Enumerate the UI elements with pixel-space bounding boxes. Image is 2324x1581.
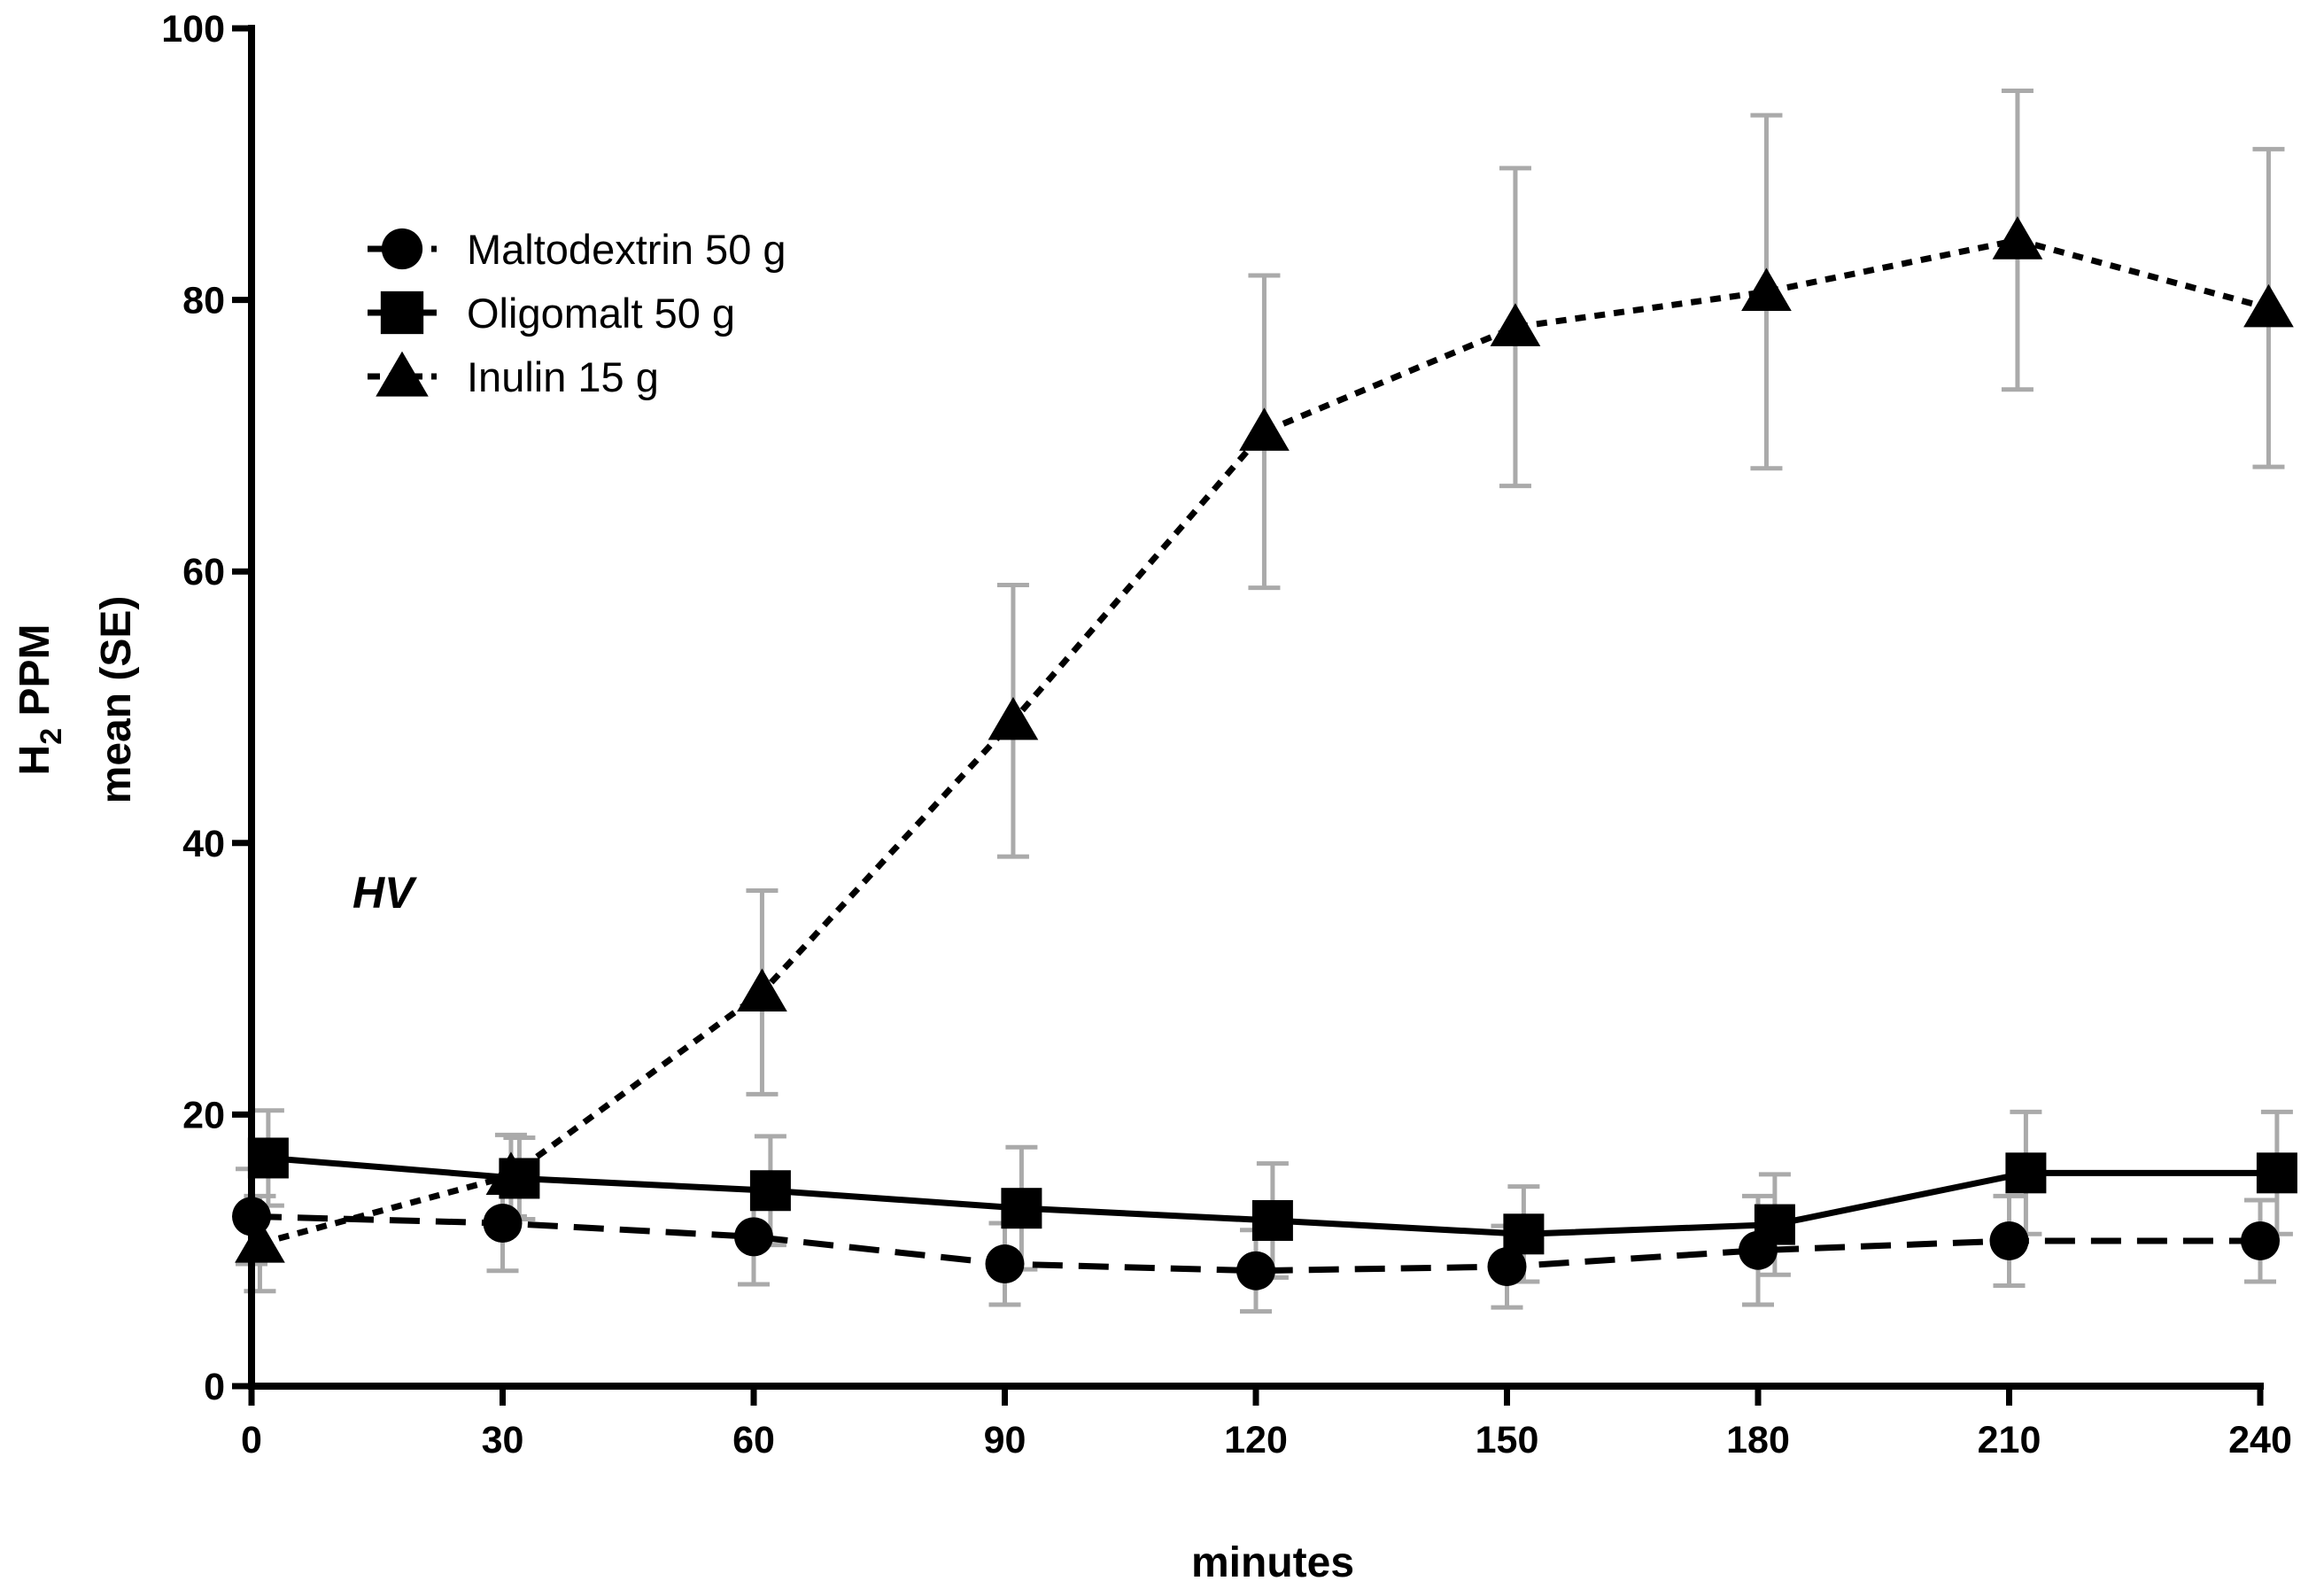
data-point — [734, 1217, 773, 1257]
legend: Maltodextrin 50 g Oligomalt 50 g Inulin 15… — [368, 226, 786, 400]
data-point — [483, 1204, 523, 1244]
y-axis-ticks: 0 20 40 60 80 100 — [161, 8, 252, 1408]
x-tick-label: 120 — [1224, 1419, 1288, 1461]
legend-swatch-marker — [380, 291, 424, 335]
y-axis-title-line1: H2 PPM — [12, 624, 68, 776]
x-tick-label: 180 — [1726, 1419, 1790, 1461]
x-tick-label: 240 — [2228, 1419, 2292, 1461]
data-point — [1236, 1251, 1275, 1290]
y-axis-title-line2: mean (SE) — [93, 596, 140, 804]
data-point — [485, 1151, 537, 1195]
y-tick-label: 60 — [182, 551, 225, 593]
y-tick-label: 40 — [182, 823, 225, 865]
data-point — [749, 1170, 791, 1212]
y-tick-label: 0 — [204, 1366, 225, 1408]
data-point — [2256, 1152, 2297, 1194]
legend-swatch-marker — [381, 228, 423, 270]
series-line — [251, 1213, 2260, 1275]
y-tick-label: 80 — [182, 280, 225, 322]
data-point — [1741, 267, 1792, 312]
data-point — [1989, 1221, 2029, 1260]
x-tick-label: 30 — [482, 1419, 524, 1461]
legend-swatch-marker — [376, 351, 429, 397]
data-point — [2005, 1152, 2047, 1194]
data-point — [2241, 1221, 2280, 1260]
data-point — [1503, 1213, 1545, 1255]
data-point — [1487, 1247, 1527, 1287]
data-point — [737, 968, 787, 1012]
data-point — [2243, 283, 2294, 328]
x-tick-label: 150 — [1476, 1419, 1539, 1461]
error-bars-layer — [236, 89, 2293, 1314]
data-point — [1251, 1199, 1293, 1241]
legend-item: Inulin 15 g — [368, 351, 659, 400]
legend-label: Inulin 15 g — [467, 353, 659, 400]
data-point — [1001, 1188, 1042, 1229]
data-point — [1992, 216, 2043, 260]
data-point — [1490, 303, 1541, 346]
x-tick-label: 0 — [241, 1419, 262, 1461]
legend-item: Maltodextrin 50 g — [368, 226, 786, 273]
x-axis-title: minutes — [1191, 1539, 1354, 1581]
x-axis-ticks: 0 30 60 90 120 150 180 210 240 — [241, 1386, 2292, 1461]
legend-item: Oligomalt 50 g — [368, 290, 735, 337]
data-point — [235, 1220, 285, 1263]
data-point — [1239, 407, 1290, 451]
y-axis-title: H2 PPM mean (SE) — [12, 596, 140, 804]
y-tick-label: 100 — [161, 8, 225, 50]
x-tick-label: 60 — [732, 1419, 775, 1461]
y-tick-label: 20 — [182, 1094, 225, 1136]
annotation-label: HV — [352, 868, 417, 918]
legend-label: Oligomalt 50 g — [467, 290, 735, 337]
series-markers-layer — [232, 216, 2297, 1290]
data-point — [988, 696, 1039, 740]
data-point — [1754, 1204, 1795, 1245]
data-point — [985, 1244, 1025, 1284]
x-tick-label: 90 — [984, 1419, 1026, 1461]
x-tick-label: 210 — [1978, 1419, 2041, 1461]
legend-label: Maltodextrin 50 g — [467, 226, 786, 273]
